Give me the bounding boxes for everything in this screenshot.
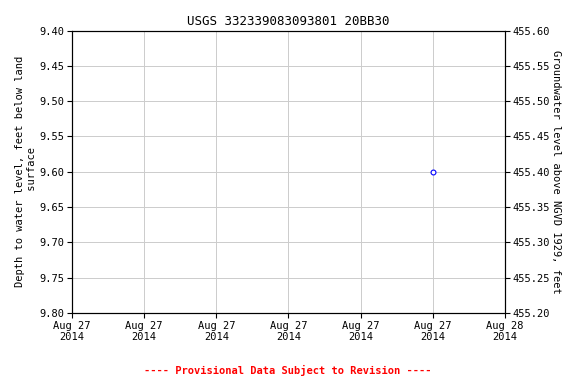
Y-axis label: Depth to water level, feet below land
 surface: Depth to water level, feet below land su…: [15, 56, 37, 287]
Title: USGS 332339083093801 20BB30: USGS 332339083093801 20BB30: [187, 15, 389, 28]
Text: ---- Provisional Data Subject to Revision ----: ---- Provisional Data Subject to Revisio…: [144, 365, 432, 376]
Y-axis label: Groundwater level above NGVD 1929, feet: Groundwater level above NGVD 1929, feet: [551, 50, 561, 294]
